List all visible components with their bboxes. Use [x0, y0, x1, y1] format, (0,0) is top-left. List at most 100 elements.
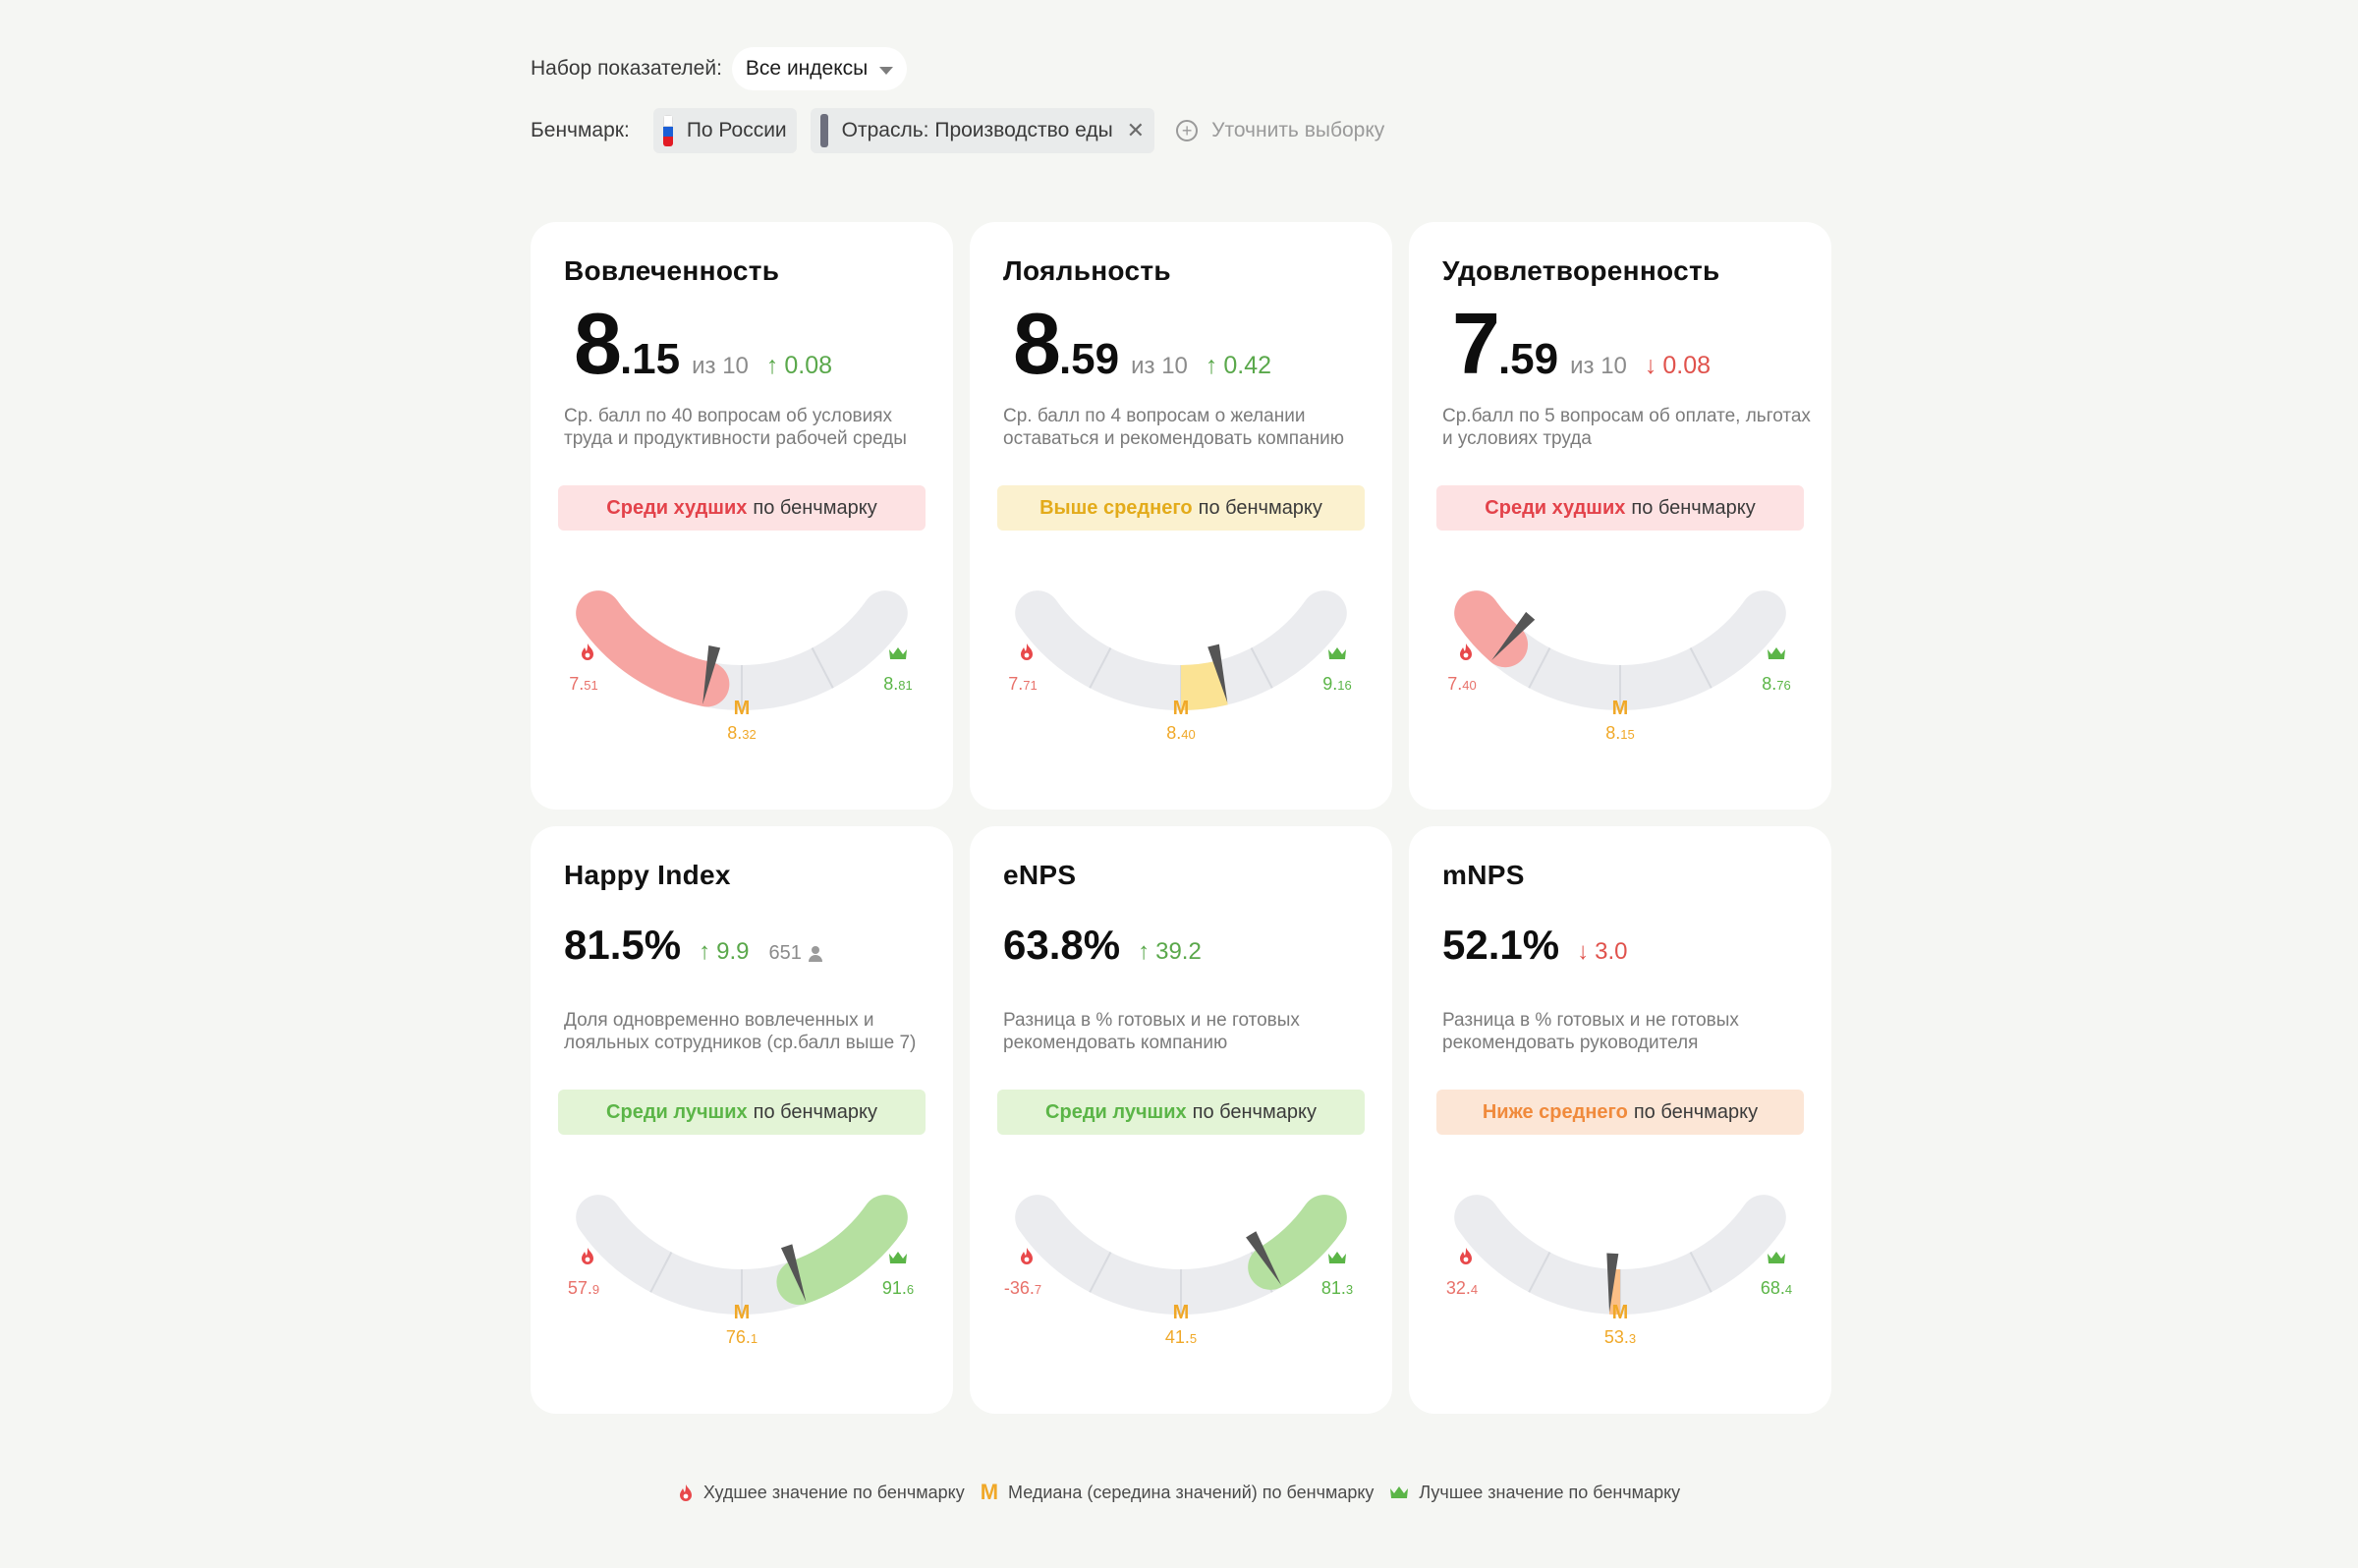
card-title: mNPS: [1442, 860, 1525, 890]
percent-delta-value: 3.0: [1595, 938, 1628, 965]
benchmark-gauge: 32.4 М 53.3 68.4: [1429, 1156, 1812, 1372]
metric-card[interactable]: Вовлеченность 8.15 из 10 ↑ 0.08 Ср. балл по 4…: [531, 222, 953, 810]
median-value: 8.15: [1591, 723, 1650, 744]
gauge-fill: [1248, 1195, 1347, 1290]
score-scale: из 10: [1131, 353, 1188, 379]
gauge-divider: [1528, 647, 1551, 689]
gauge-needle: [1606, 1253, 1619, 1313]
card-title: Вовлеченность: [564, 255, 780, 286]
flame-icon: [1019, 1247, 1035, 1264]
median-icon: М: [1611, 698, 1629, 719]
arrow-up-icon: ↑: [1205, 352, 1218, 379]
metric-card[interactable]: eNPS 63.8% ↑ 39.2 Разница в % готовых и не г…: [970, 826, 1392, 1414]
median-value-main: 76.: [725, 1327, 751, 1347]
median-value-sub: 32: [742, 727, 757, 742]
benchmark-chip-label: Отрасль: Производство еды: [841, 119, 1113, 141]
metric-card[interactable]: Лояльность 8.59 из 10 ↑ 0.42 Ср. балл по 4 во…: [970, 222, 1392, 810]
best-value: 9.16: [1308, 674, 1367, 695]
status-highlight: Среди лучших: [1045, 1100, 1187, 1123]
arrow-down-icon: ↓: [1577, 938, 1590, 965]
median-icon: М: [980, 1480, 999, 1504]
gauge-divider: [1089, 647, 1112, 689]
refine-selection-button[interactable]: + Уточнить выборку: [1176, 119, 1384, 142]
benchmark-chip-russia[interactable]: По России: [652, 108, 797, 153]
flame-icon: [1019, 643, 1035, 660]
status-text: по бенчмарку: [1192, 1100, 1317, 1123]
metric-card[interactable]: mNPS 52.1% ↓ 3.0 Разница в % готовых и не го…: [1409, 826, 1831, 1414]
score-delta-value: 0.42: [1223, 352, 1272, 379]
crown-icon: [1327, 646, 1347, 660]
score-value: 8.15 из 10 ↑ 0.08: [574, 301, 832, 387]
worst-value: 7.71: [993, 674, 1052, 695]
benchmark-status-badge: Выше среднего по бенчмарку: [997, 485, 1365, 531]
best-value-sub: 16: [1337, 678, 1352, 693]
median-value-main: 8.: [1605, 723, 1621, 743]
median-icon: М: [1172, 1302, 1190, 1323]
median-icon: М: [1172, 698, 1190, 719]
median-value: 41.5: [1151, 1327, 1210, 1348]
industry-marker-icon: [819, 114, 828, 147]
benchmark-status-badge: Среди худших по бенчмарку: [1436, 485, 1804, 531]
worst-value-sub: 71: [1023, 678, 1038, 693]
score-value: 7.59 из 10 ↓ 0.08: [1452, 301, 1711, 387]
best-value: 68.4: [1747, 1278, 1806, 1299]
gauge-svg: [576, 1195, 908, 1315]
card-description: Ср.балл по 5 вопросам об оплате, льготах…: [1442, 406, 1811, 449]
card-title: Лояльность: [1003, 255, 1171, 286]
worst-value-main: 7.: [1447, 674, 1463, 694]
best-value: 8.76: [1747, 674, 1806, 695]
gauge-divider: [649, 1252, 673, 1293]
card-description: Разница в % готовых и не готовых рекомен…: [1003, 1010, 1300, 1053]
metric-set-select[interactable]: Все индексы: [731, 47, 908, 90]
score-delta: ↓ 0.08: [1645, 352, 1711, 380]
metric-set-value: Все индексы: [745, 57, 869, 80]
score-integer: 8: [574, 295, 622, 392]
worst-value: 32.4: [1432, 1278, 1491, 1299]
percent-delta: ↑ 9.9: [699, 938, 749, 966]
percent-number: 63.8%: [1003, 922, 1121, 968]
status-highlight: Среди лучших: [606, 1100, 748, 1123]
best-value-main: 9.: [1322, 674, 1338, 694]
gauge-divider: [811, 647, 834, 689]
score-delta: ↑ 0.08: [766, 352, 832, 380]
flame-icon: [1458, 643, 1474, 660]
close-icon[interactable]: ✕: [1126, 118, 1146, 142]
score-decimal: .15: [619, 335, 681, 383]
gauge-fill: [776, 1195, 908, 1306]
card-description: Разница в % готовых и не готовых рекомен…: [1442, 1010, 1739, 1053]
percent-number: 81.5%: [564, 922, 682, 968]
flame-icon: [580, 1247, 595, 1264]
filter-panel: Набор показателей: Все индексы Бенчмарк:…: [531, 47, 1906, 153]
gauge-needle: [702, 644, 721, 704]
arrow-down-icon: ↓: [1644, 352, 1657, 379]
gauge-fill: [576, 590, 730, 707]
worst-value-main: 7.: [569, 674, 585, 694]
metric-card[interactable]: Удовлетворенность 7.59 из 10 ↓ 0.08 Ср.балл п…: [1409, 222, 1831, 810]
median-value-sub: 15: [1620, 727, 1635, 742]
percent-delta: ↓ 3.0: [1577, 938, 1627, 966]
best-value-sub: 6: [906, 1282, 915, 1297]
gauge-needle: [1491, 611, 1536, 661]
arrow-up-icon: ↑: [765, 352, 779, 379]
legend-item-worst: Худшее значение по бенчмарку: [678, 1483, 965, 1503]
gauge-divider: [1689, 647, 1712, 689]
score-scale: из 10: [692, 353, 749, 379]
flame-icon: [1458, 1247, 1474, 1264]
score-delta-value: 0.08: [784, 352, 833, 379]
crown-icon: [888, 646, 908, 660]
metric-card[interactable]: Happy Index 81.5% ↑ 9.9 651 Доля одновременно…: [531, 826, 953, 1414]
percent-delta-value: 39.2: [1155, 938, 1202, 965]
legend-item-median: М Медиана (середина значений) по бенчмар…: [981, 1480, 1375, 1505]
median-value-sub: 5: [1189, 1331, 1198, 1346]
status-highlight: Ниже среднего: [1482, 1100, 1628, 1123]
card-title: eNPS: [1003, 860, 1077, 890]
median-value: 53.3: [1591, 1327, 1650, 1348]
benchmark-label: Бенчмарк:: [531, 119, 630, 141]
gauge-svg: [1454, 590, 1786, 710]
percent-value: 63.8% ↑ 39.2: [1003, 924, 1202, 966]
worst-value-sub: 40: [1462, 678, 1477, 693]
benchmark-chip-industry[interactable]: Отрасль: Производство еды ✕: [810, 108, 1155, 153]
flame-icon: [580, 643, 595, 660]
gauge-needle: [1207, 644, 1228, 703]
card-title: Удовлетворенность: [1442, 255, 1720, 286]
